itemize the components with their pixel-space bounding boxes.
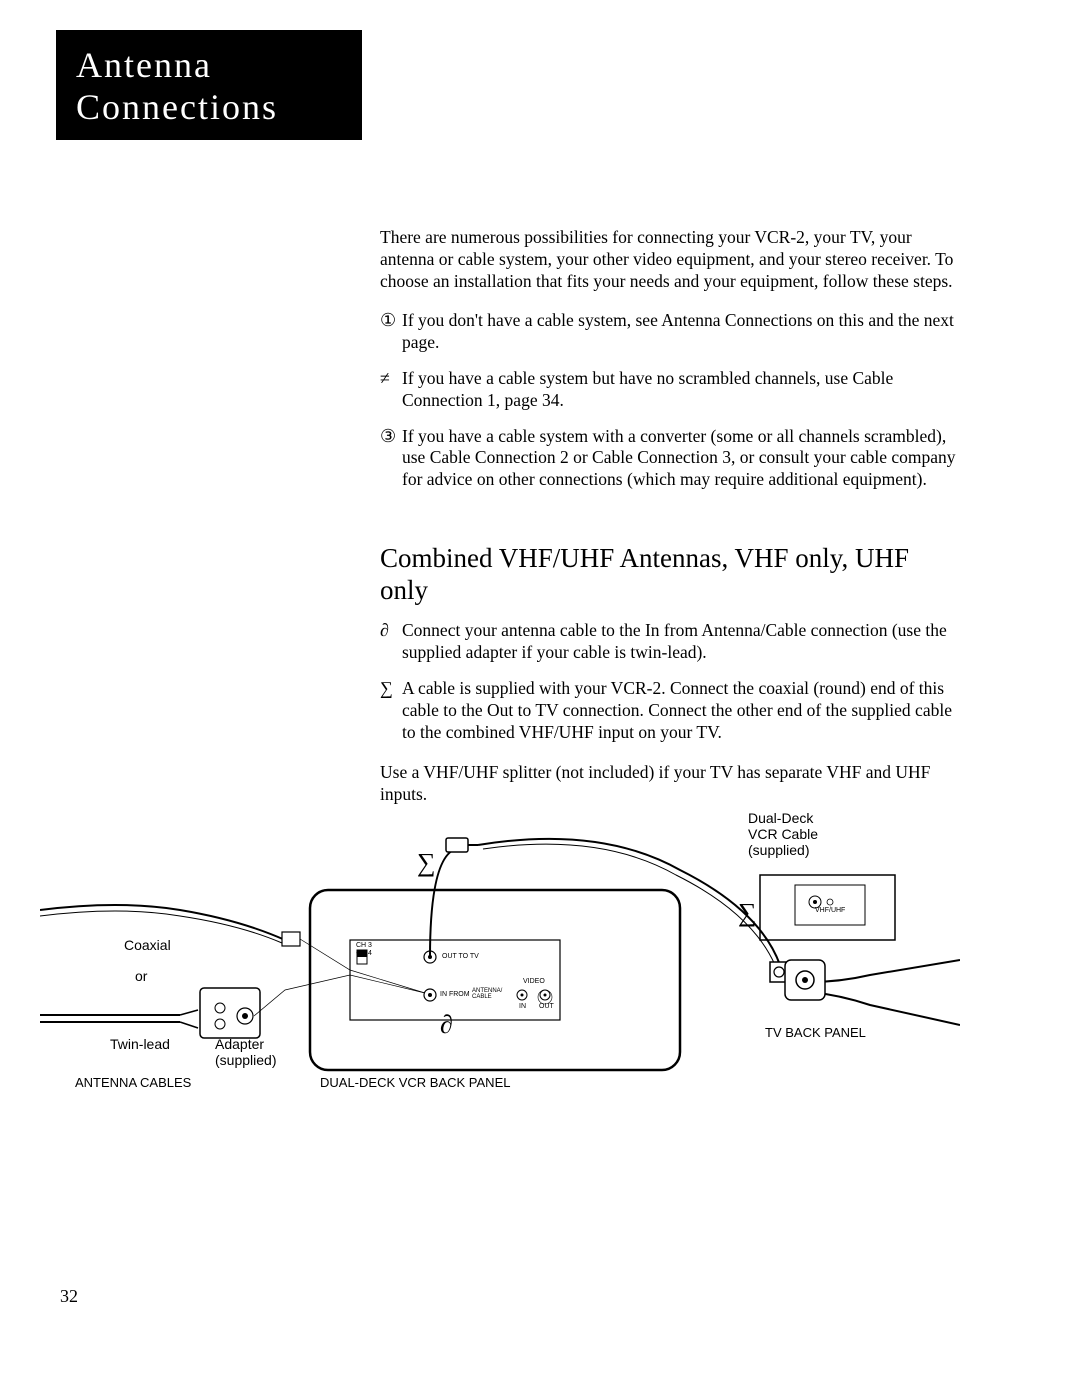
label-antenna-cable: ANTENNA/ CABLE — [472, 988, 502, 1000]
steps-list: ① If you don't have a cable system, see … — [380, 310, 960, 505]
substep-a: ∂ Connect your antenna cable to the In f… — [380, 620, 960, 664]
intro-paragraph: There are numerous possibilities for con… — [380, 227, 960, 293]
step-text: If you don't have a cable system, see An… — [402, 310, 960, 354]
step-text: If you have a cable system but have no s… — [402, 368, 960, 412]
label-line: (supplied) — [748, 842, 809, 858]
subheading: Combined VHF/UHF Antennas, VHF only, UHF… — [380, 542, 960, 607]
page-number: 32 — [60, 1286, 78, 1307]
label-in-from: IN FROM — [440, 991, 470, 998]
label-ch4: CH 4 — [356, 950, 372, 957]
splitter-note: Use a VHF/UHF splitter (not included) if… — [380, 762, 960, 806]
label-in: IN — [519, 1003, 526, 1010]
title-line2: Connections — [76, 86, 342, 128]
substep-text: Connect your antenna cable to the In fro… — [402, 620, 960, 664]
label-twin-lead: Twin-lead — [110, 1036, 170, 1052]
label-tv-panel: TV BACK PANEL — [765, 1025, 866, 1040]
substeps-list: ∂ Connect your antenna cable to the In f… — [380, 620, 960, 757]
step-number: ≠ — [380, 368, 402, 412]
substep-text: A cable is supplied with your VCR-2. Con… — [402, 678, 960, 744]
label-line: (supplied) — [215, 1052, 276, 1068]
label-dual-deck-cable: Dual-Deck VCR Cable (supplied) — [748, 810, 818, 858]
label-out-to-tv: OUT TO TV — [442, 953, 479, 960]
title-line1: Antenna — [76, 44, 342, 86]
label-line: VCR Cable — [748, 826, 818, 842]
step-1: ① If you don't have a cable system, see … — [380, 310, 960, 354]
connection-diagram: ∑ ∑ ∂ Dual-Deck VCR Cable (supplied) Coa… — [40, 810, 960, 1130]
label-out: OUT — [539, 1003, 554, 1010]
label-vcr-panel: DUAL-DECK VCR BACK PANEL — [320, 1075, 510, 1090]
label-vhf-uhf: VHF/UHF — [815, 907, 845, 914]
diagram-sigma-right: ∑ — [738, 898, 757, 928]
step-number: ① — [380, 310, 402, 354]
step-number: ③ — [380, 426, 402, 492]
label-line: CABLE — [472, 994, 492, 1000]
step-2: ≠ If you have a cable system but have no… — [380, 368, 960, 412]
label-line: Adapter — [215, 1036, 264, 1052]
section-title: Antenna Connections — [56, 30, 362, 140]
diagram-sigma-top: ∑ — [417, 848, 436, 878]
label-line: Dual-Deck — [748, 810, 813, 826]
label-or: or — [135, 968, 147, 984]
diagram-partial: ∂ — [440, 1010, 453, 1040]
substep-symbol: ∑ — [380, 678, 402, 744]
step-text: If you have a cable system with a conver… — [402, 426, 960, 492]
substep-b: ∑ A cable is supplied with your VCR-2. C… — [380, 678, 960, 744]
label-coaxial: Coaxial — [124, 937, 171, 953]
step-3: ③ If you have a cable system with a conv… — [380, 426, 960, 492]
label-adapter: Adapter (supplied) — [215, 1036, 276, 1068]
substep-symbol: ∂ — [380, 620, 402, 664]
label-ch3: CH 3 — [356, 942, 372, 949]
label-video: VIDEO — [523, 978, 545, 985]
label-antenna-cables: ANTENNA CABLES — [75, 1075, 191, 1090]
